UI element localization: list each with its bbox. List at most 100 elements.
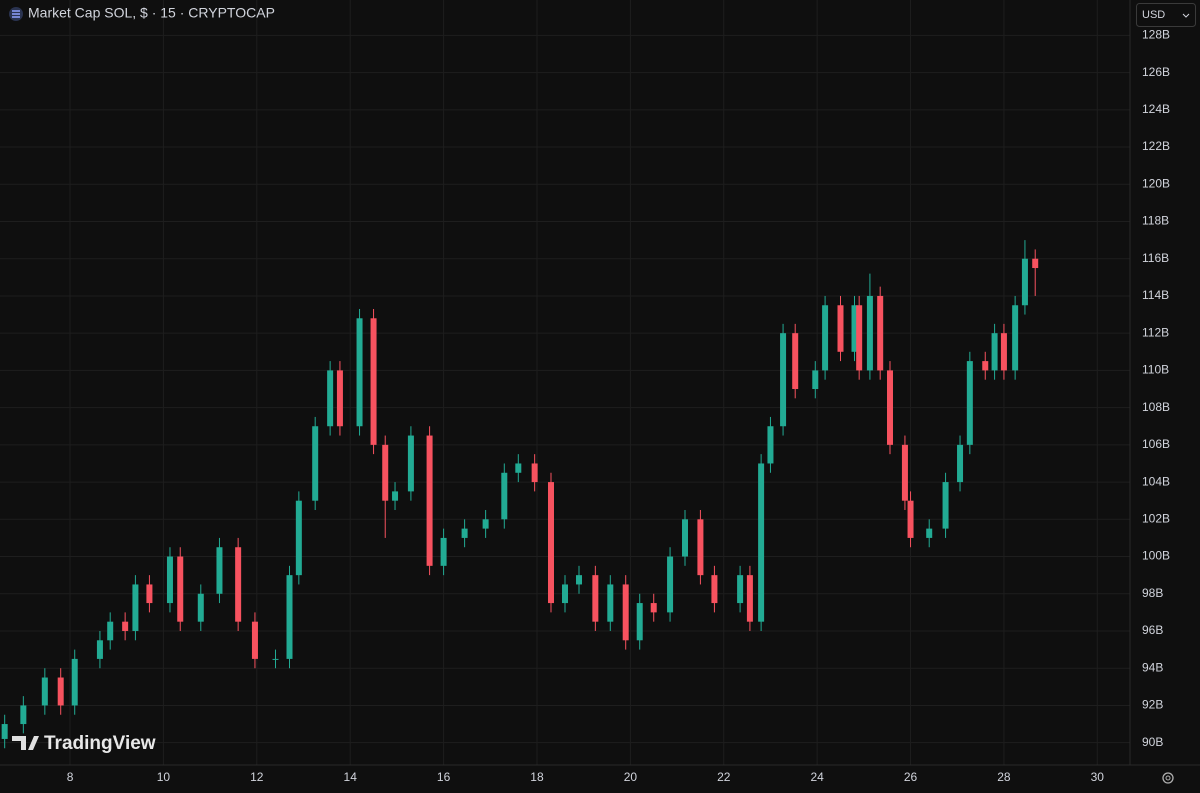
candle-body	[392, 491, 399, 501]
candle-body	[20, 705, 27, 725]
y-tick-label: 126B	[1142, 65, 1170, 79]
candle-body	[146, 584, 153, 604]
candle-body	[562, 584, 568, 604]
candle-body	[767, 426, 774, 464]
x-tick-label: 20	[624, 770, 638, 784]
watermark: TradingView	[12, 733, 156, 754]
x-tick-label: 28	[997, 770, 1011, 784]
gear-hub	[1165, 775, 1171, 781]
chart-title: Market Cap SOL, $ · 15 · CRYPTOCAP	[28, 5, 275, 21]
y-tick-label: 104B	[1142, 474, 1170, 488]
candle-body	[197, 593, 204, 622]
candle-body	[531, 463, 538, 483]
candle-body	[1, 724, 8, 739]
candle-body	[866, 295, 873, 371]
candle-body	[336, 370, 343, 427]
candle-body	[851, 305, 858, 352]
candle-body	[132, 584, 139, 631]
y-tick-label: 92B	[1142, 698, 1163, 712]
y-tick-label: 102B	[1142, 511, 1170, 525]
x-tick-label: 24	[810, 770, 824, 784]
candle-body	[547, 482, 554, 604]
candle-body	[1012, 305, 1019, 371]
candle-body	[737, 575, 744, 604]
y-tick-label: 110B	[1142, 363, 1169, 377]
watermark-text: TradingView	[44, 733, 156, 754]
y-tick-label: 114B	[1142, 288, 1169, 302]
candle-body	[251, 621, 258, 659]
candle-body	[312, 426, 319, 501]
candle-body	[991, 333, 998, 371]
candle-body	[216, 547, 223, 594]
y-tick-label: 118B	[1142, 214, 1169, 228]
candle-body	[407, 435, 414, 492]
y-tick-label: 98B	[1142, 586, 1163, 600]
currency-caret	[1182, 13, 1190, 18]
x-tick-label: 8	[67, 770, 74, 784]
candle-body	[926, 528, 933, 538]
currency-button[interactable]	[1136, 3, 1196, 27]
x-tick-label: 14	[344, 770, 358, 784]
y-tick-label: 112B	[1142, 325, 1169, 339]
candle-body	[1000, 333, 1007, 371]
candle-body	[501, 472, 508, 520]
symbol-icon[interactable]	[9, 7, 23, 21]
candle-body	[286, 575, 293, 659]
candle-body	[856, 305, 863, 371]
candle-body	[942, 482, 949, 529]
x-tick-label: 12	[250, 770, 264, 784]
candle-body	[711, 575, 718, 604]
y-tick-label: 90B	[1142, 735, 1163, 749]
candle-body	[96, 640, 103, 659]
x-tick-label: 18	[530, 770, 544, 784]
candle-body	[440, 537, 447, 566]
candle-body	[822, 305, 829, 371]
x-tick-label: 16	[437, 770, 451, 784]
candle-body	[837, 305, 844, 352]
currency-label: USD	[1142, 9, 1165, 21]
settings-icon[interactable]	[1162, 772, 1174, 784]
watermark-logo	[12, 736, 39, 750]
candle-body	[667, 556, 674, 613]
x-tick-label: 30	[1091, 770, 1105, 784]
candle-body	[746, 575, 753, 622]
y-tick-label: 96B	[1142, 623, 1163, 637]
candle-body	[235, 547, 242, 622]
candle-body	[650, 603, 657, 613]
candle-body	[426, 435, 433, 566]
candle-body	[636, 603, 643, 641]
candle-body	[57, 677, 64, 706]
candle-body	[576, 575, 583, 585]
candle-body	[812, 370, 819, 390]
icon-lines	[12, 10, 20, 18]
candle-body	[461, 528, 468, 538]
candle-body	[515, 463, 522, 473]
y-tick-label: 106B	[1142, 437, 1170, 451]
candle-body	[107, 621, 114, 641]
candle-body	[166, 556, 173, 604]
x-tick-label: 22	[717, 770, 731, 784]
y-tick-label: 124B	[1142, 102, 1170, 116]
y-tick-label: 94B	[1142, 660, 1163, 674]
candle-body	[877, 295, 884, 371]
candle-body	[957, 444, 964, 483]
y-tick-label: 122B	[1142, 139, 1170, 153]
y-tick-label: 116B	[1142, 251, 1169, 265]
candle-body	[901, 444, 908, 501]
y-tick-label: 100B	[1142, 549, 1170, 563]
candle-body	[907, 500, 914, 538]
candle-body	[177, 556, 184, 622]
candle-body	[607, 584, 614, 622]
candle-body	[370, 318, 377, 445]
candle-body	[1032, 258, 1039, 269]
candle-body	[886, 370, 893, 445]
candle-body	[122, 621, 129, 631]
candle-body	[622, 584, 629, 641]
x-tick-label: 10	[157, 770, 171, 784]
candle-body	[758, 463, 765, 622]
gear-ring	[1162, 772, 1174, 784]
candle-body	[41, 677, 48, 706]
